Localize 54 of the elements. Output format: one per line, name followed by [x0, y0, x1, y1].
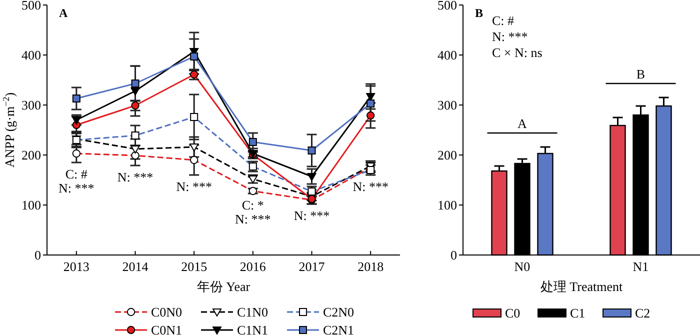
x-axis-title: 处理 Treatment [540, 279, 623, 294]
chart-title: B [475, 6, 484, 20]
chart-title: A [59, 6, 68, 20]
y-tick-label: 500 [22, 0, 41, 12]
annotation: B [636, 66, 646, 82]
y-tick-label: 200 [22, 148, 41, 162]
annotation: N: *** [117, 170, 154, 184]
y-tick-label: 400 [438, 48, 457, 62]
x-axis-title: 年份 Year [196, 279, 251, 294]
point [308, 146, 316, 154]
point [131, 80, 140, 88]
y-tick-label: 0 [450, 248, 457, 262]
legend-label: C1 [570, 306, 586, 320]
x-tick-label: 2018 [358, 259, 384, 274]
annotation: N: *** [492, 29, 528, 44]
annotation: N: *** [235, 212, 271, 226]
legend-label: C2 [635, 306, 650, 320]
y-tick-label: 500 [438, 0, 457, 12]
x-tick-label: 2015 [181, 259, 208, 274]
annotation: N: *** [176, 179, 212, 194]
legend-label: C0 [505, 306, 520, 320]
x-tick-label: 2017 [298, 259, 326, 274]
legend-label: C0N0 [151, 304, 182, 320]
point [72, 94, 80, 102]
legend-label: C2N0 [323, 304, 354, 320]
point [130, 88, 140, 96]
annotation: N: *** [294, 208, 330, 223]
annotation: C × N: ns [492, 45, 542, 60]
x-tick-label: N0 [514, 259, 530, 274]
point [248, 138, 257, 146]
x-tick-label: N1 [632, 259, 649, 274]
y-tick-label: 0 [34, 248, 41, 262]
x-tick-label: 2016 [240, 259, 266, 274]
legend-label: C1N1 [237, 322, 268, 335]
annotation: C: # [65, 166, 88, 182]
point [366, 111, 375, 120]
legend-label: C0N1 [151, 322, 182, 335]
legend-label: C2N1 [323, 322, 354, 335]
annotation: C: # [492, 13, 515, 28]
y-tick-label: 400 [22, 48, 41, 62]
y-tick-label: 300 [438, 98, 457, 112]
annotation: C: * [242, 198, 264, 212]
point [366, 100, 375, 108]
point [190, 52, 198, 60]
y-tick-label: 100 [22, 198, 41, 212]
x-tick-label: 2013 [63, 259, 90, 274]
annotation: N: *** [58, 180, 94, 196]
y-tick-label: 200 [438, 148, 457, 162]
y-tick-label: 100 [438, 198, 457, 212]
y-tick-label: 300 [22, 98, 41, 112]
legend-label: C1N0 [237, 304, 268, 320]
x-tick-label: 2014 [122, 259, 149, 274]
annotation: A [518, 116, 528, 131]
annotation: N: *** [352, 179, 388, 194]
